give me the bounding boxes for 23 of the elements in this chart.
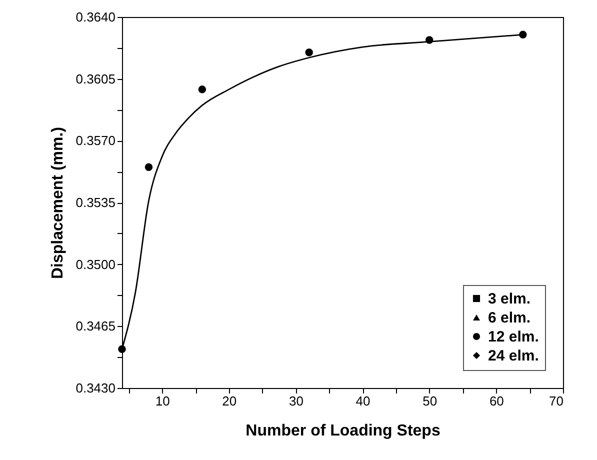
point (144, 163, 153, 172)
legend-label: 3 elm. (488, 290, 531, 308)
y-tick-label: 0.3570 (76, 133, 116, 148)
legend-label: 24 elm. (488, 348, 539, 364)
legend-label: 12 elm. (488, 328, 539, 346)
y-tick-label: 0.3465 (76, 318, 116, 334)
x-tick-label: 60 (489, 394, 504, 408)
y-tick-label: 0.3500 (76, 256, 116, 272)
y-axis-title: Displacement (mm.) (50, 126, 67, 280)
y-tick-label: 0.3430 (76, 380, 116, 396)
y-tick-label: 0.3605 (76, 71, 116, 86)
point (305, 48, 313, 56)
x-tick-label: 30 (288, 394, 304, 408)
legend-label: 6 elm. (488, 310, 531, 326)
x-tick-label: 70 (549, 394, 564, 408)
x-tick-label: 20 (222, 394, 237, 408)
x-tick-label: 50 (422, 394, 438, 408)
x-tick-label: 10 (155, 394, 170, 408)
y-tick-label: 0.3640 (76, 10, 116, 24)
y-tick-label: 0.3535 (76, 195, 116, 210)
x-tick-label: 40 (356, 394, 370, 408)
point (198, 86, 206, 94)
x-axis-title: Number of Loading Steps (246, 422, 440, 440)
